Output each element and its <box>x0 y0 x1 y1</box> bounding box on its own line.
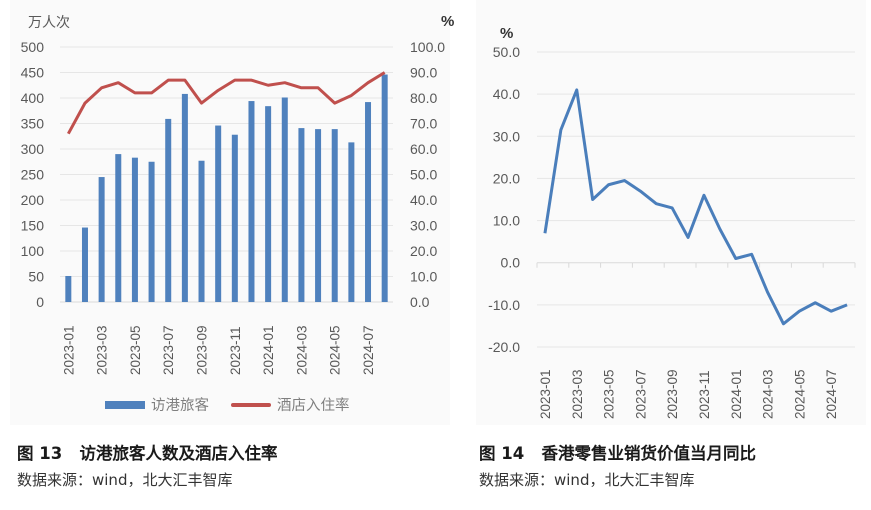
figure14-title: 香港零售业销货价值当月同比 <box>541 444 756 463</box>
x-tick: 2024-05 <box>792 369 807 419</box>
bar <box>81 227 88 302</box>
bar <box>165 118 172 302</box>
y-tick-right: 70.0 <box>410 116 437 132</box>
legend-label-occupancy: 酒店入住率 <box>277 398 350 414</box>
x-tick: 2023-07 <box>633 369 648 419</box>
bar <box>248 101 255 302</box>
legend-label-visitors: 访港旅客 <box>151 398 209 414</box>
x-tick: 2023-03 <box>95 325 110 375</box>
x-tick: 2023-01 <box>61 325 76 375</box>
bar <box>148 161 155 302</box>
x-tick: 2023-05 <box>602 369 617 419</box>
y-tick-right: 40.0 <box>410 192 437 208</box>
x-tick: 2023-09 <box>665 369 680 419</box>
y-tick-right: 60.0 <box>410 141 437 157</box>
bar <box>281 97 288 303</box>
y-tick-right: 20.0 <box>410 243 437 259</box>
y-tick-right: 80.0 <box>410 90 437 106</box>
y-tick: 10.0 <box>493 213 520 229</box>
bar <box>348 142 355 302</box>
bar <box>115 154 122 302</box>
figure13-number: 图 13 <box>17 444 63 463</box>
x-tick: 2024-01 <box>261 325 276 375</box>
x-tick: 2023-11 <box>228 326 243 375</box>
y-tick-left: 400 <box>21 90 45 106</box>
right-axis-unit: % <box>441 13 454 30</box>
figure13-source: 数据来源：wind，北大汇丰智库 <box>17 471 233 489</box>
figure13-title: 访港旅客人数及酒店入住率 <box>79 444 278 463</box>
x-tick: 2023-09 <box>195 325 210 375</box>
bar-swatch-icon <box>105 400 145 409</box>
x-tick: 2024-05 <box>328 325 343 375</box>
axis-unit: % <box>500 25 513 42</box>
y-tick-left: 500 <box>21 39 45 55</box>
y-tick-left: 450 <box>21 65 45 81</box>
y-tick: 50.0 <box>493 44 520 60</box>
y-tick-right: 50.0 <box>410 167 437 183</box>
y-tick-left: 0 <box>36 294 44 310</box>
figure13-caption: 图 13 访港旅客人数及酒店入住率 <box>17 440 277 464</box>
legend-item-occupancy: 酒店入住率 <box>231 394 350 415</box>
line-swatch-icon <box>231 402 271 407</box>
figure14-panel <box>476 0 866 425</box>
y-tick-left: 200 <box>21 192 45 208</box>
y-tick: 40.0 <box>493 86 520 102</box>
y-tick-left: 350 <box>21 116 45 132</box>
bar <box>365 102 372 302</box>
x-tick: 2024-03 <box>761 369 776 419</box>
x-tick: 2024-07 <box>824 369 839 419</box>
y-tick: -10.0 <box>488 297 520 313</box>
figure13-panel <box>10 0 450 425</box>
y-tick-right: 90.0 <box>410 65 437 81</box>
legend-item-visitors: 访港旅客 <box>105 394 209 415</box>
x-tick: 2024-03 <box>294 325 309 375</box>
bar <box>331 129 338 302</box>
left-axis-unit: 万人次 <box>28 14 70 30</box>
y-tick: 0.0 <box>501 255 521 271</box>
occupancy-line <box>67 71 386 135</box>
x-tick: 2023-05 <box>128 325 143 375</box>
bar <box>98 177 105 302</box>
bar <box>381 74 388 302</box>
x-tick: 2023-01 <box>538 369 553 419</box>
x-tick: 2024-01 <box>729 369 744 419</box>
y-tick-left: 150 <box>21 218 45 234</box>
visitors-occupancy-chart: 0 50 100 150 200 250 300 350 400 450 500 0.0 10.0 20.… <box>21 13 455 375</box>
y-tick-right: 0.0 <box>410 294 430 310</box>
x-tick: 2023-11 <box>697 370 712 419</box>
y-tick: 20.0 <box>493 170 520 186</box>
retail-yoy-chart: -20.0 -10.0 0.0 10.0 20.0 30.0 40.0 50.0% 2023-0… <box>488 25 856 419</box>
figure14-caption: 图 14 香港零售业销货价值当月同比 <box>479 440 756 464</box>
bar <box>231 134 238 302</box>
y-tick-left: 50 <box>28 269 44 285</box>
chart-legend: 访港旅客 酒店入住率 <box>105 394 372 415</box>
retail-yoy-line <box>543 88 848 326</box>
figure14-source: 数据来源：wind，北大汇丰智库 <box>479 471 695 489</box>
y-tick: -20.0 <box>488 339 520 355</box>
bar <box>315 129 322 302</box>
bar <box>298 128 305 302</box>
bar <box>198 160 205 302</box>
bar <box>215 125 222 302</box>
x-tick: 2024-07 <box>361 325 376 375</box>
x-tick: 2023-03 <box>570 369 585 419</box>
y-tick: 30.0 <box>493 128 520 144</box>
y-tick-left: 250 <box>21 167 45 183</box>
bar <box>265 106 272 302</box>
y-tick-right: 30.0 <box>410 218 437 234</box>
y-tick-left: 100 <box>21 243 45 259</box>
bar <box>181 93 188 302</box>
y-tick-right: 100.0 <box>410 39 445 55</box>
y-tick-left: 300 <box>21 141 45 157</box>
y-tick-right: 10.0 <box>410 269 437 285</box>
bar <box>65 275 72 302</box>
bar <box>131 157 138 302</box>
figure14-number: 图 14 <box>479 444 525 463</box>
x-tick: 2023-07 <box>161 325 176 375</box>
